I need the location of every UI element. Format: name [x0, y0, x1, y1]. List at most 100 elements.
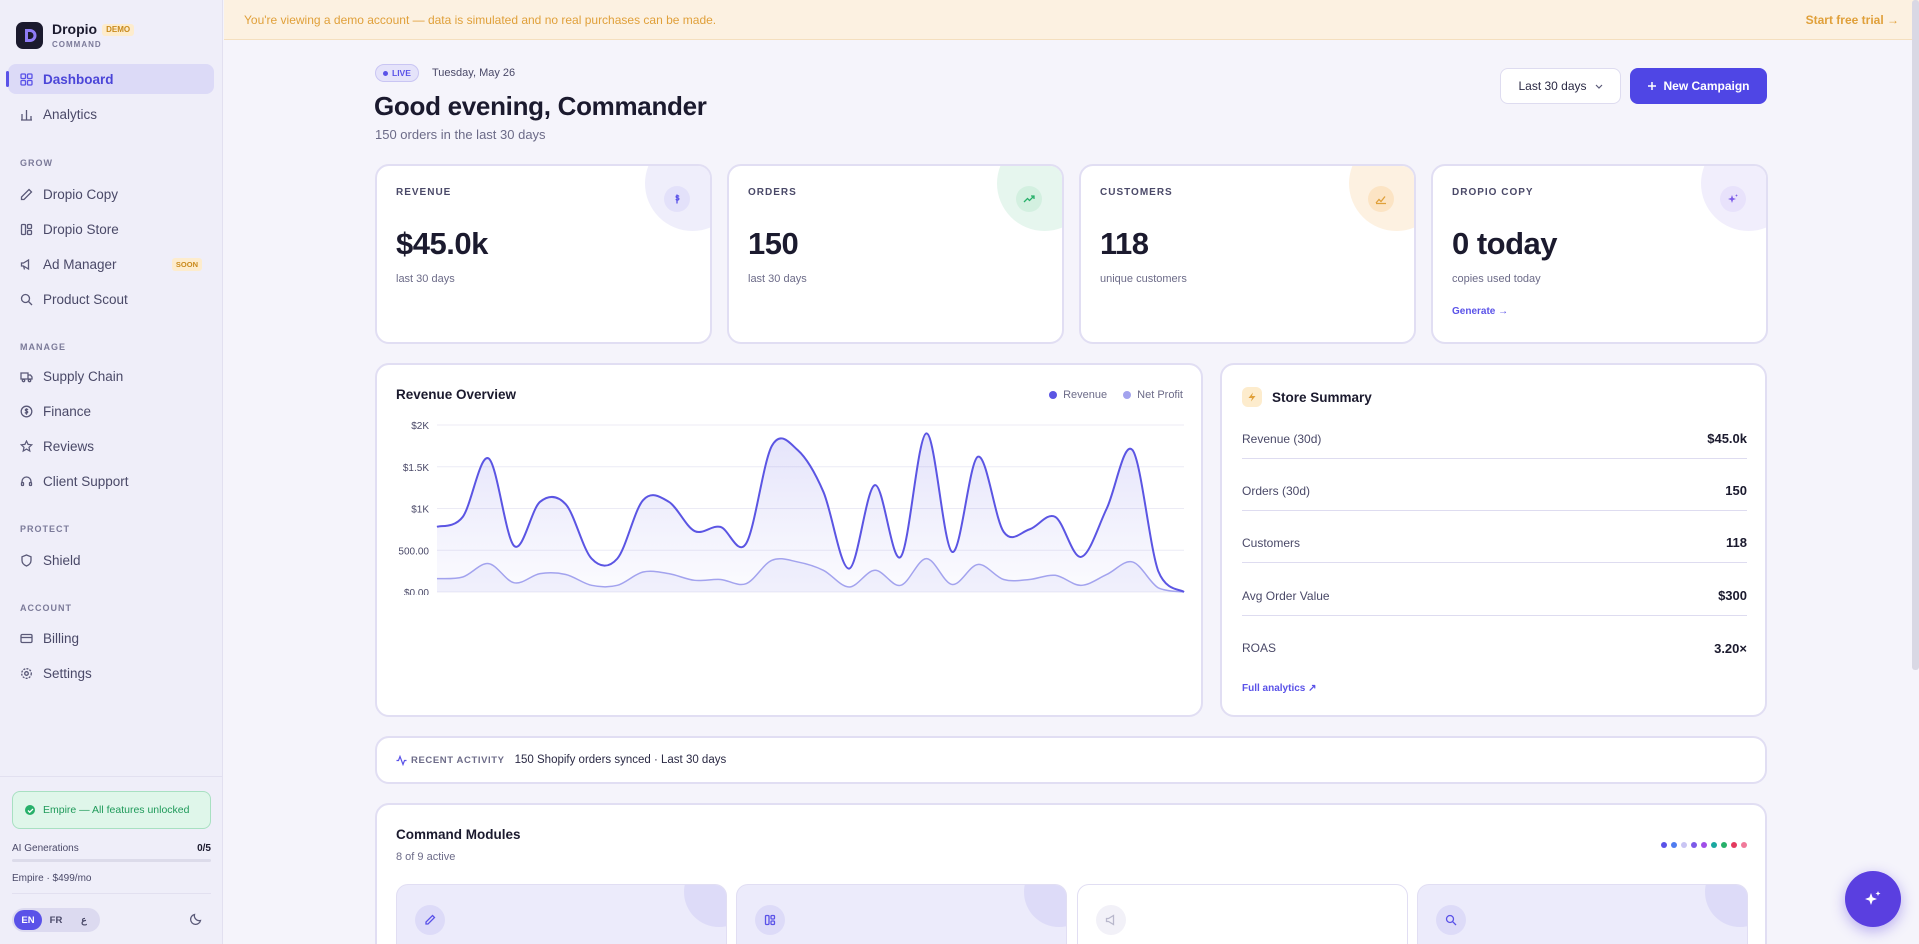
demo-banner: You're viewing a demo account — data is …	[224, 0, 1919, 40]
module-status-dot	[1691, 842, 1697, 848]
summary-row: Revenue (30d) $45.0k	[1242, 419, 1747, 459]
section-grow: GROW	[20, 158, 53, 168]
nav-ad-manager[interactable]: Ad Manager SOON	[8, 249, 214, 279]
kpi-value: 0 today	[1452, 226, 1558, 261]
nav-client-support[interactable]: Client Support	[8, 466, 214, 496]
nav-dropio-store-label: Dropio Store	[43, 221, 119, 237]
legend-label: Revenue	[1063, 389, 1108, 401]
summary-row: Avg Order Value $300	[1242, 576, 1747, 616]
lang-en-button[interactable]: EN	[14, 910, 42, 930]
nav-dropio-copy[interactable]: Dropio Copy	[8, 179, 214, 209]
brand[interactable]: Dropio DEMO COMMAND	[0, 0, 222, 56]
nav-supply-chain-label: Supply Chain	[43, 368, 124, 384]
y-tick-label: $0.00	[404, 588, 429, 595]
activity-text: 150 Shopify orders synced · Last 30 days	[514, 754, 727, 766]
module-status-dot	[1671, 842, 1677, 848]
module-card-store[interactable]	[736, 884, 1067, 944]
nav-reviews-label: Reviews	[43, 438, 95, 454]
dollar-icon	[664, 186, 690, 212]
nav-dropio-store[interactable]: Dropio Store	[8, 214, 214, 244]
live-dot-icon	[383, 70, 388, 76]
date-range-select[interactable]: Last 30 days	[1500, 68, 1621, 104]
plan-status-text: Empire — All features unlocked	[43, 804, 190, 816]
nav-dropio-copy-label: Dropio Copy	[43, 186, 119, 202]
module-card-scout[interactable]	[1417, 884, 1748, 944]
star-icon	[20, 439, 33, 453]
dollar-circle-icon	[20, 405, 33, 418]
section-manage: MANAGE	[20, 342, 66, 352]
nav-analytics-label: Analytics	[43, 106, 98, 122]
y-tick-label: $1.5K	[403, 463, 429, 474]
dropio-logo-icon	[16, 21, 43, 49]
legend-net-profit[interactable]: Net Profit	[1123, 389, 1183, 401]
pen-icon	[415, 905, 445, 935]
card-decoration	[1024, 885, 1066, 927]
kpi-card-orders[interactable]: ORDERS 150 last 30 days	[727, 164, 1064, 344]
kpi-label: CUSTOMERS	[1100, 187, 1173, 198]
generate-link[interactable]: Generate →	[1452, 306, 1509, 317]
shield-icon	[20, 553, 33, 567]
live-badge: LIVE	[375, 64, 419, 82]
legend-revenue[interactable]: Revenue	[1049, 389, 1107, 401]
plan-price: Empire · $499/mo	[12, 873, 92, 884]
moon-icon[interactable]	[189, 912, 203, 926]
kpi-card-revenue[interactable]: REVENUE $45.0k last 30 days	[375, 164, 712, 344]
card-decoration	[684, 885, 726, 927]
kpi-subtext: copies used today	[1452, 273, 1541, 285]
summary-value: 150	[1725, 483, 1747, 498]
y-tick-label: 500.00	[398, 546, 429, 557]
nav-shield[interactable]: Shield	[8, 545, 214, 575]
module-status-dot	[1701, 842, 1707, 848]
nav-product-scout-label: Product Scout	[43, 291, 128, 307]
store-summary-title: Store Summary	[1272, 389, 1372, 405]
summary-row: Orders (30d) 150	[1242, 471, 1747, 511]
nav-settings[interactable]: Settings	[8, 658, 214, 688]
new-campaign-button[interactable]: New Campaign	[1630, 68, 1767, 104]
nav-supply-chain[interactable]: Supply Chain	[8, 361, 214, 391]
page-scrollbar[interactable]	[1912, 0, 1919, 670]
store-summary-card: Store Summary Revenue (30d) $45.0k Orders…	[1220, 363, 1767, 717]
start-trial-link[interactable]: Start free trial →	[1805, 12, 1899, 27]
lang-ar-button[interactable]: ع	[81, 914, 87, 926]
nav-analytics[interactable]: Analytics	[8, 99, 214, 129]
search-icon	[1436, 905, 1466, 935]
nav-reviews[interactable]: Reviews	[8, 431, 214, 461]
nav-finance[interactable]: Finance	[8, 396, 214, 426]
modules-subtitle: 8 of 9 active	[396, 851, 456, 863]
kpi-subtext: unique customers	[1100, 273, 1187, 285]
language-switcher[interactable]: EN FR ع	[12, 908, 100, 932]
ai-assistant-button[interactable]	[1845, 871, 1901, 927]
date-range-label: Last 30 days	[1518, 79, 1587, 93]
module-status-dots	[1657, 842, 1747, 848]
module-card-copy[interactable]	[396, 884, 727, 944]
nav-finance-label: Finance	[43, 403, 92, 419]
nav-billing[interactable]: Billing	[8, 623, 214, 653]
kpi-card-customers[interactable]: CUSTOMERS 118 unique customers	[1079, 164, 1416, 344]
module-status-dot	[1711, 842, 1717, 848]
activity-icon	[396, 754, 407, 766]
lang-fr-button[interactable]: FR	[49, 914, 63, 926]
megaphone-icon	[20, 258, 33, 271]
y-tick-label: $1K	[411, 505, 429, 516]
ai-generations: AI Generations 0/5	[12, 843, 211, 854]
kpi-value: 150	[748, 226, 799, 261]
headset-icon	[20, 475, 33, 488]
module-card-ads[interactable]	[1077, 884, 1408, 944]
nav-dashboard[interactable]: Dashboard	[6, 64, 214, 94]
page-title: Good evening, Commander	[374, 91, 707, 121]
ai-generations-progress	[12, 859, 211, 862]
store-icon	[20, 223, 33, 236]
divider	[12, 893, 211, 894]
kpi-card-dropio-copy[interactable]: DROPIO COPY 0 today copies used today Ge…	[1431, 164, 1768, 344]
full-analytics-link[interactable]: Full analytics ↗	[1242, 683, 1317, 694]
summary-label: Orders (30d)	[1242, 483, 1311, 498]
ai-generations-count: 0/5	[197, 843, 211, 854]
revenue-overview-card: Revenue Overview Revenue Net Profit $0.0…	[375, 363, 1203, 717]
check-circle-icon	[25, 805, 35, 815]
kpi-value: 118	[1100, 226, 1149, 261]
chart-title: Revenue Overview	[396, 387, 517, 402]
plus-icon	[1647, 81, 1657, 91]
module-status-dot	[1681, 842, 1687, 848]
nav-product-scout[interactable]: Product Scout	[8, 284, 214, 314]
